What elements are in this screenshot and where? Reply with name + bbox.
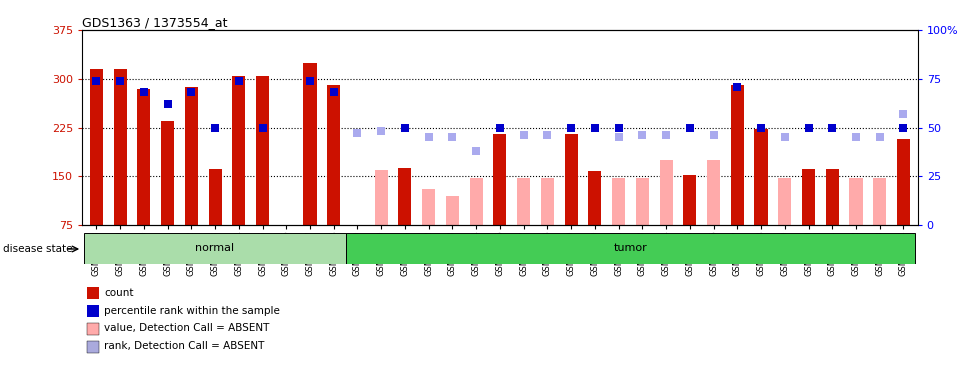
Bar [896, 139, 910, 225]
Point [682, 124, 697, 130]
Point [635, 132, 650, 138]
Point [516, 132, 531, 138]
Bar [209, 169, 221, 225]
Point [136, 89, 152, 95]
Bar [660, 160, 672, 225]
Point [729, 84, 745, 90]
Bar [346, 232, 916, 264]
Bar [754, 129, 768, 225]
Point [469, 148, 484, 154]
Bar [730, 85, 744, 225]
Point [825, 124, 840, 130]
Point [112, 78, 128, 84]
Bar [612, 177, 625, 225]
Bar [398, 168, 412, 225]
Bar [802, 169, 815, 225]
Point [302, 78, 318, 84]
Text: value, Detection Call = ABSENT: value, Detection Call = ABSENT [104, 324, 270, 333]
Text: percentile rank within the sample: percentile rank within the sample [104, 306, 280, 315]
Bar [826, 169, 838, 225]
Text: disease state: disease state [3, 244, 72, 254]
Bar [517, 177, 530, 225]
Point [444, 134, 460, 140]
Point [184, 89, 199, 95]
Point [540, 132, 555, 138]
Point [848, 134, 864, 140]
Point [801, 124, 816, 130]
Text: rank, Detection Call = ABSENT: rank, Detection Call = ABSENT [104, 342, 265, 351]
Point [89, 78, 104, 84]
Text: tumor: tumor [613, 243, 647, 254]
Point [611, 124, 626, 130]
Bar [375, 170, 387, 225]
Bar [849, 177, 863, 225]
Bar [137, 88, 151, 225]
Point [659, 132, 674, 138]
Point [895, 124, 911, 130]
Point [374, 128, 389, 134]
Bar [707, 160, 720, 225]
Bar [564, 134, 578, 225]
Bar [303, 63, 317, 225]
Bar [90, 69, 103, 225]
Bar [161, 121, 174, 225]
Bar [494, 134, 506, 225]
Point [563, 124, 579, 130]
Bar [779, 177, 791, 225]
Bar [446, 196, 459, 225]
Bar [232, 75, 245, 225]
Bar [422, 189, 436, 225]
Bar [114, 69, 127, 225]
Text: normal: normal [195, 243, 235, 254]
Point [611, 134, 626, 140]
Text: GDS1363 / 1373554_at: GDS1363 / 1373554_at [82, 16, 228, 29]
Bar [683, 175, 696, 225]
Text: count: count [104, 288, 134, 297]
Bar [873, 177, 886, 225]
Bar [327, 85, 340, 225]
Bar [588, 171, 602, 225]
Point [421, 134, 437, 140]
Point [326, 89, 341, 95]
Bar [469, 177, 483, 225]
Bar [185, 87, 198, 225]
Point [231, 78, 246, 84]
Bar [84, 232, 346, 264]
Point [895, 111, 911, 117]
Point [397, 124, 412, 130]
Bar [541, 177, 554, 225]
Point [587, 124, 603, 130]
Point [255, 124, 270, 130]
Point [159, 101, 175, 107]
Bar [636, 177, 649, 225]
Point [706, 132, 722, 138]
Point [492, 124, 508, 130]
Bar [256, 75, 270, 225]
Point [872, 134, 888, 140]
Point [208, 124, 223, 130]
Point [777, 134, 792, 140]
Point [753, 124, 769, 130]
Point [350, 130, 365, 136]
